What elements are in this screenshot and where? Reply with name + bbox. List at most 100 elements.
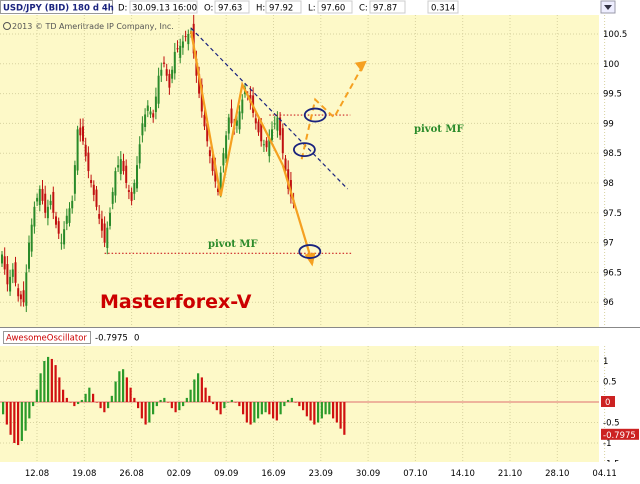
- osc-bar: [317, 402, 320, 423]
- osc-bar: [257, 402, 260, 419]
- candle-body: [146, 105, 149, 111]
- osc-bar: [140, 402, 143, 419]
- osc-bar: [99, 402, 102, 409]
- osc-bar: [200, 377, 203, 402]
- candle-body: [49, 200, 52, 206]
- osc-bar: [185, 397, 188, 402]
- osc-bar: [80, 399, 83, 402]
- projected-arrowhead: [354, 60, 367, 72]
- candle-body: [276, 117, 279, 131]
- candle-body: [192, 23, 195, 54]
- candle-body: [163, 62, 165, 64]
- oscillator-name-box[interactable]: [3, 331, 91, 344]
- candle-body: [3, 256, 6, 270]
- oscillator-header: [0, 328, 599, 346]
- time-axis: [0, 462, 640, 480]
- osc-bar: [193, 379, 196, 402]
- candle-body: [235, 120, 238, 126]
- close-label: C:: [359, 4, 368, 14]
- overlays: pivot MF pivot MF: [104, 27, 464, 267]
- candle-body: [225, 135, 228, 159]
- osc-bar: [163, 397, 166, 402]
- candle-body: [279, 117, 282, 136]
- osc-bar: [39, 373, 42, 402]
- osc-bar: [215, 402, 218, 411]
- oscillator-bars: [2, 356, 346, 446]
- osc-bar: [309, 402, 312, 421]
- osc-bar: [95, 402, 98, 403]
- price-tick-label: 96: [603, 298, 614, 308]
- osc-bar: [65, 397, 68, 402]
- price-tick-label: 98: [603, 179, 614, 189]
- candle-body: [168, 73, 171, 88]
- candle-body: [176, 48, 179, 50]
- low-value: 97.60: [321, 4, 345, 14]
- low-value-box: [317, 0, 353, 14]
- osc-bar: [219, 402, 222, 415]
- time-tick-label: 19.08: [72, 469, 96, 479]
- osc-bar: [50, 358, 53, 402]
- candle-body: [187, 34, 190, 45]
- candle-body: [117, 165, 120, 168]
- osc-bar: [43, 361, 46, 402]
- candle-body: [257, 121, 260, 133]
- close-value-box: [369, 0, 406, 14]
- candle-body: [57, 221, 60, 234]
- candle-body: [33, 206, 36, 227]
- candle-body: [144, 114, 147, 127]
- candle-body: [44, 193, 47, 213]
- osc-bar: [122, 369, 125, 402]
- osc-bar: [2, 402, 5, 415]
- candle-body: [165, 69, 168, 76]
- candle-body: [19, 294, 22, 300]
- price-tick-label: 100: [603, 60, 619, 70]
- osc-bar: [174, 402, 177, 413]
- candle-body: [6, 264, 9, 285]
- osc-bar: [54, 365, 57, 402]
- time-tick-label: 30.09: [356, 469, 380, 479]
- high-value: 97.92: [269, 4, 293, 14]
- high-value-box: [265, 0, 302, 14]
- osc-bar: [313, 402, 316, 425]
- osc-bar: [328, 402, 331, 415]
- low-label: L:: [308, 4, 316, 14]
- candle-body: [30, 224, 33, 252]
- osc-bar: [227, 402, 230, 403]
- candle-body: [60, 242, 63, 244]
- osc-zero-badge: [601, 396, 615, 407]
- collapse-icon[interactable]: [600, 0, 616, 14]
- candle-body: [227, 117, 230, 134]
- osc-bar: [9, 402, 12, 435]
- candle-body: [111, 191, 114, 204]
- candle-body: [222, 153, 225, 166]
- candle-body: [55, 216, 57, 225]
- candle-body: [154, 96, 157, 113]
- candle-body: [171, 69, 174, 79]
- osc-bar: [69, 402, 72, 403]
- osc-bar: [35, 389, 38, 402]
- osc-tick-label: -1: [603, 439, 611, 449]
- candle-body: [92, 184, 95, 195]
- candle-body: [14, 262, 17, 283]
- osc-bar: [92, 393, 95, 402]
- osc-bar: [32, 402, 35, 407]
- osc-last-label: -0.7975: [603, 431, 636, 441]
- symbol-box[interactable]: [0, 0, 113, 14]
- osc-bar: [47, 356, 50, 402]
- candle-body: [52, 191, 55, 213]
- candle-body: [25, 272, 28, 306]
- candle-body: [17, 288, 20, 297]
- time-tick-label: 07.10: [403, 469, 427, 479]
- candle-body: [136, 165, 138, 189]
- osc-bar: [114, 381, 117, 402]
- osc-bar: [155, 402, 158, 407]
- candle-body: [271, 129, 273, 141]
- osc-bar: [144, 402, 147, 425]
- pivot-label-lower: pivot MF: [208, 239, 258, 250]
- candle-body: [90, 180, 93, 183]
- candle-body: [76, 129, 79, 171]
- time-tick-label: 21.10: [498, 469, 522, 479]
- symbol-label: USD/JPY (BID) 180 d 4h: [3, 4, 114, 14]
- oscillator-name: AwesomeOscillator: [6, 334, 87, 344]
- candle-body: [1, 254, 3, 264]
